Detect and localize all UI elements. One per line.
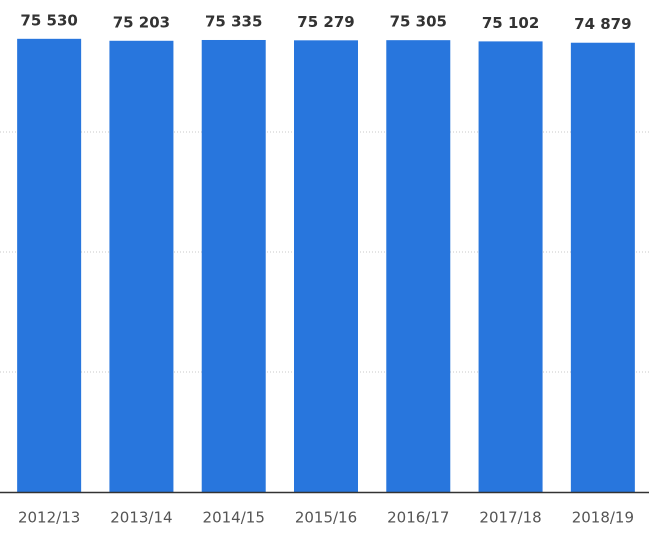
value-label: 75 305 <box>390 13 447 31</box>
x-tick-label: 2016/17 <box>387 509 449 527</box>
value-label: 74 879 <box>574 15 631 33</box>
bar <box>109 40 174 492</box>
bar <box>386 40 451 493</box>
x-tick-label: 2014/15 <box>203 509 265 527</box>
bar <box>570 42 635 492</box>
bar <box>478 41 543 492</box>
value-label: 75 102 <box>482 14 539 32</box>
value-label: 75 335 <box>205 12 262 30</box>
value-label: 75 530 <box>20 11 77 29</box>
value-label: 75 203 <box>113 13 170 31</box>
x-tick-label: 2015/16 <box>295 509 357 527</box>
x-tick-label: 2012/13 <box>18 509 80 527</box>
x-tick-label: 2018/19 <box>572 509 634 527</box>
x-tick-label: 2017/18 <box>479 509 541 527</box>
bar <box>294 40 358 493</box>
bar <box>201 39 266 493</box>
bar <box>17 38 82 492</box>
x-tick-label: 2013/14 <box>110 509 172 527</box>
value-label: 75 279 <box>297 13 354 31</box>
